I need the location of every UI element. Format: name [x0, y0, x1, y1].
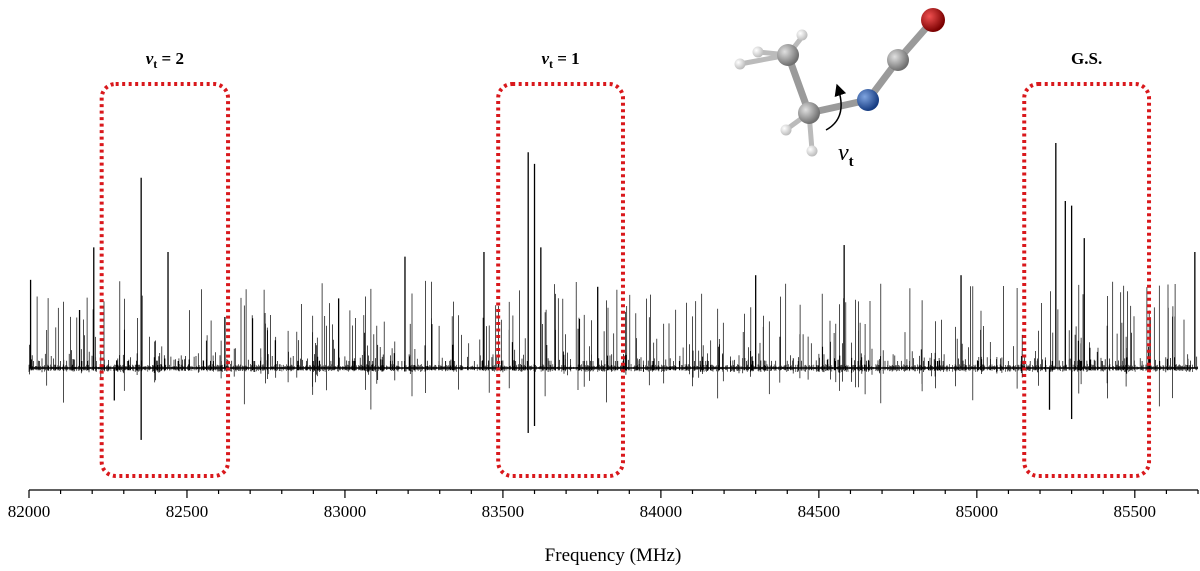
x-tick-label: 82500 — [166, 502, 209, 521]
torsion-label: νt — [838, 140, 854, 170]
hydrogen-atom — [806, 145, 818, 157]
hydrogen-atom — [796, 29, 808, 41]
molecule-inset: νt — [734, 8, 945, 170]
band-boxes — [99, 82, 1152, 478]
band-label: vt = 1 — [541, 49, 579, 71]
x-tick-label: 84000 — [640, 502, 683, 521]
band-labels: vt = 2 vt = 1 G.S. — [146, 49, 1102, 71]
hydrogen-atom — [780, 124, 792, 136]
x-tick-label: 82000 — [8, 502, 51, 521]
hydrogen-atom — [734, 58, 746, 70]
x-tick-label: 84500 — [798, 502, 841, 521]
x-tick-label: 83000 — [324, 502, 367, 521]
nitrogen-atom — [857, 89, 879, 111]
band-box — [496, 82, 625, 478]
x-tick-label: 85500 — [1114, 502, 1157, 521]
carbon-atom — [887, 49, 909, 71]
carbon-atom — [798, 102, 820, 124]
hydrogen-atom — [752, 46, 764, 58]
band-label: G.S. — [1071, 49, 1102, 68]
x-tick-label: 83500 — [482, 502, 525, 521]
x-tick-label: 85000 — [956, 502, 999, 521]
spectrum-weak-lines — [29, 280, 1198, 410]
carbon-atom — [777, 44, 799, 66]
oxygen-atom — [921, 8, 945, 32]
spectrum-trace — [28, 142, 1198, 440]
band-box — [99, 82, 231, 478]
x-axis-title: Frequency (MHz) — [545, 545, 682, 566]
torsion-arrow-icon — [825, 83, 847, 131]
band-label: vt = 2 — [146, 49, 184, 71]
x-axis: 82000 82500 83000 83500 84000 84500 85000 85500 — [8, 489, 1199, 521]
band-box — [1022, 82, 1152, 478]
